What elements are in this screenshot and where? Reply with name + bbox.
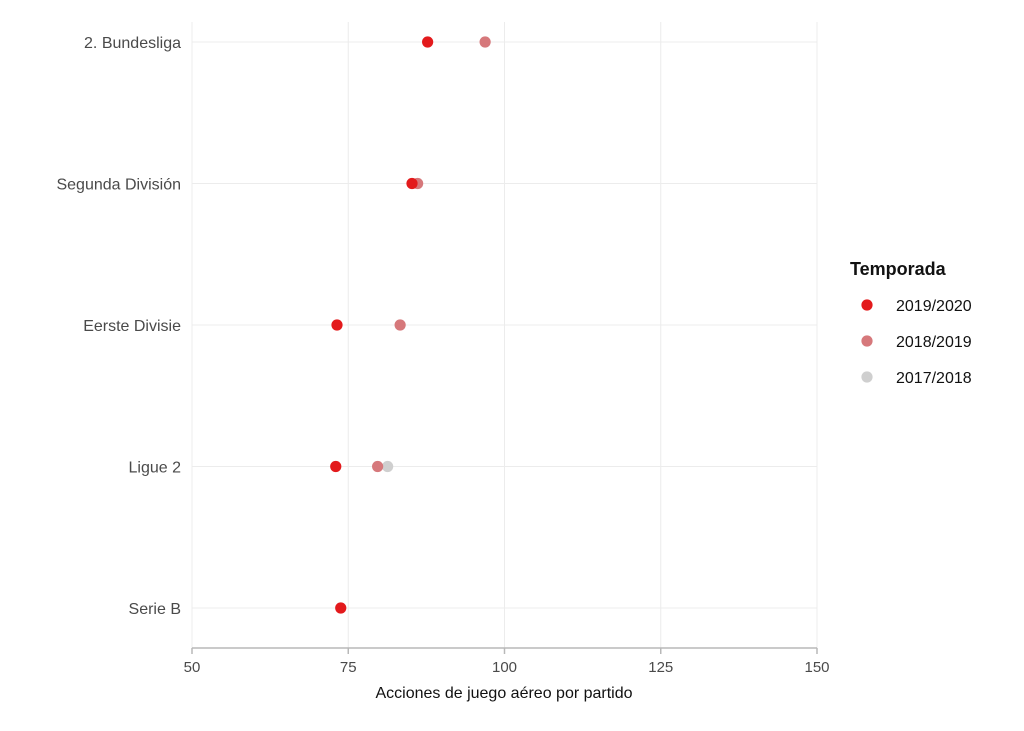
legend: Temporada 2019/2020 2018/2019 2017/2018	[850, 259, 972, 387]
category-label: Eerste Divisie	[83, 318, 181, 335]
legend-label: 2018/2019	[896, 334, 972, 351]
data-point	[331, 319, 343, 331]
data-point	[330, 460, 342, 473]
x-tick-label: 100	[492, 659, 517, 676]
legend-label: 2019/2020	[896, 298, 972, 315]
data-point	[335, 602, 347, 614]
data-point	[394, 319, 406, 331]
legend-swatch	[861, 299, 873, 311]
category-label: 2. Bundesliga	[84, 35, 181, 52]
grid-layer	[191, 22, 818, 648]
x-axis-title: Acciones de juego aéreo por partido	[375, 685, 632, 702]
category-label: Segunda División	[56, 177, 181, 194]
x-tick-label: 150	[804, 659, 829, 676]
legend-swatch	[861, 371, 873, 383]
x-tick-label: 75	[340, 659, 357, 676]
data-point	[382, 460, 394, 473]
x-tick-label: 50	[184, 659, 201, 676]
data-points	[330, 36, 491, 614]
y-category-labels: 2. Bundesliga Segunda División Eerste Divi…	[56, 35, 181, 618]
category-label: Ligue 2	[129, 460, 182, 477]
legend-title: Temporada	[850, 259, 947, 279]
category-label: Serie B	[129, 601, 181, 618]
data-point	[479, 36, 491, 48]
legend-items: 2019/2020 2018/2019 2017/2018	[861, 298, 972, 387]
x-tick-labels: 50 75 100 125 150	[184, 648, 830, 676]
data-point	[372, 460, 384, 473]
legend-swatch	[861, 335, 873, 347]
legend-label: 2017/2018	[896, 370, 972, 387]
data-point	[422, 36, 434, 48]
data-point	[406, 177, 418, 190]
x-tick-label: 125	[648, 659, 673, 676]
